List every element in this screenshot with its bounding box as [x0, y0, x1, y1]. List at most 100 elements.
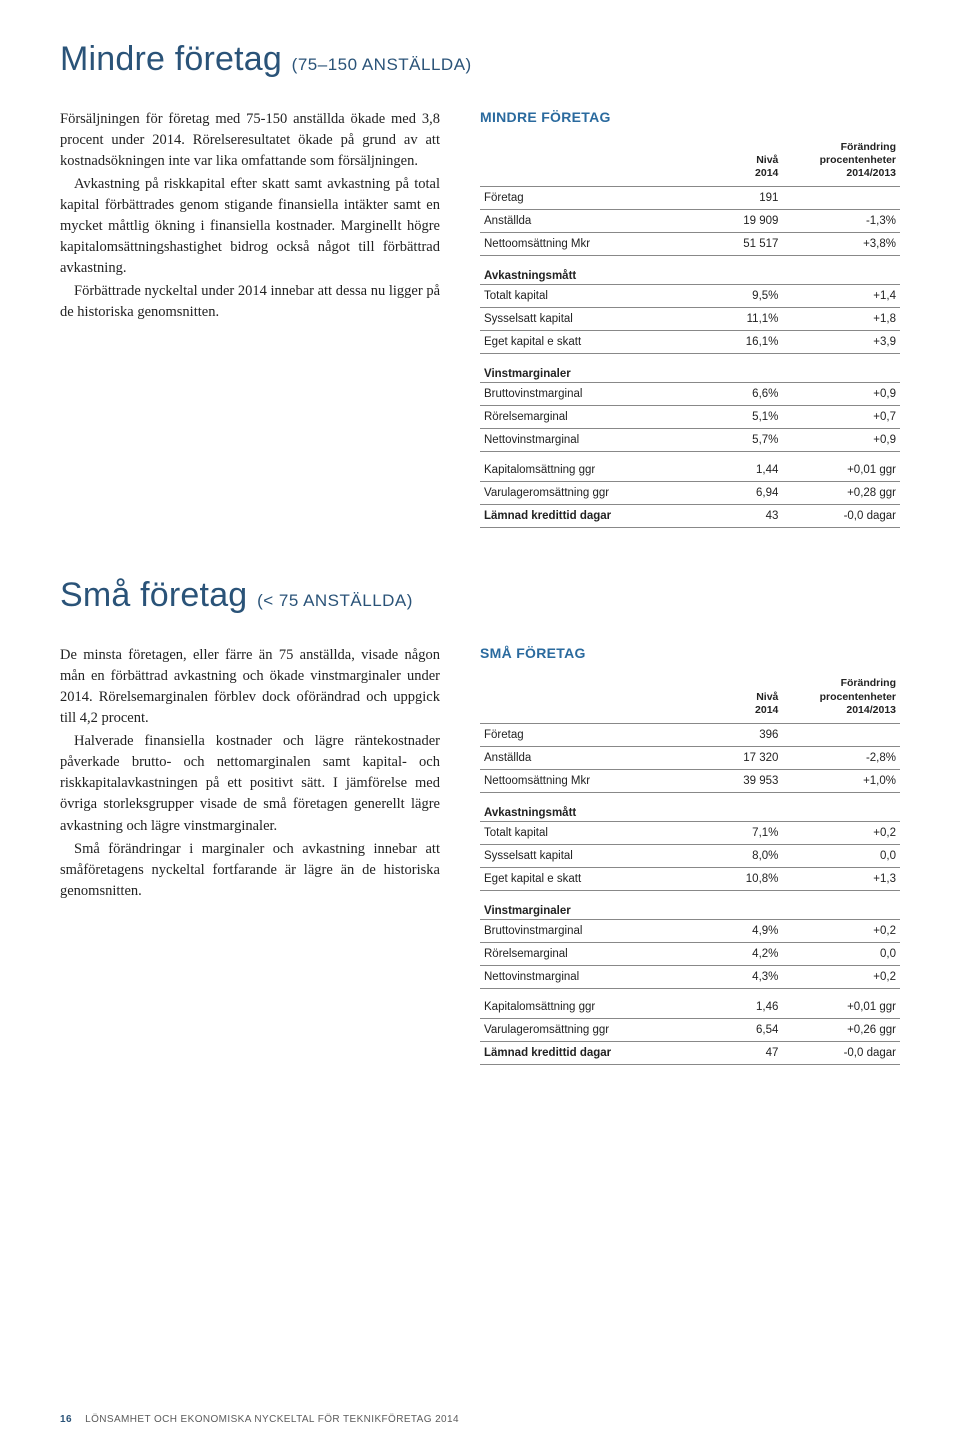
table-row: Eget kapital e skatt10,8%+1,3	[480, 867, 900, 890]
table-cell: +1,0%	[782, 769, 900, 792]
table-cell: +0,2	[782, 919, 900, 942]
table-cell: Rörelsemarginal	[480, 942, 698, 965]
section1-p2: Avkastning på riskkapital efter skatt sa…	[60, 174, 440, 279]
table-cell: Sysselsatt kapital	[480, 308, 698, 331]
section2-table-title: SMÅ FÖRETAG	[480, 645, 900, 661]
table-cell: Bruttovinstmarginal	[480, 383, 698, 406]
table-column-header: Nivå2014	[698, 673, 782, 723]
section1-title-sub: (75–150 ANSTÄLLDA)	[292, 55, 472, 74]
table-cell: +3,9	[782, 331, 900, 354]
table-cell: Varulageromsättning ggr	[480, 1018, 698, 1041]
table-column-header	[480, 137, 698, 187]
table-cell: 396	[698, 723, 782, 746]
table-cell: 4,3%	[698, 965, 782, 988]
table-cell: 43	[698, 505, 782, 528]
table-row: Sysselsatt kapital8,0%0,0	[480, 844, 900, 867]
table-cell: 6,54	[698, 1018, 782, 1041]
table-row: Rörelsemarginal5,1%+0,7	[480, 406, 900, 429]
table-cell: Nettovinstmarginal	[480, 429, 698, 452]
table-row: Kapitalomsättning ggr1,44+0,01 ggr	[480, 452, 900, 482]
table-row: Varulageromsättning ggr6,94+0,28 ggr	[480, 482, 900, 505]
table-cell: 6,6%	[698, 383, 782, 406]
table-cell: -2,8%	[782, 746, 900, 769]
table-cell: +0,01 ggr	[782, 988, 900, 1018]
footer-text: LÖNSAMHET OCH EKONOMISKA NYCKELTAL FÖR T…	[85, 1414, 459, 1425]
table-cell: 19 909	[698, 210, 782, 233]
table-cell: Nettoomsättning Mkr	[480, 769, 698, 792]
table-cell: +0,9	[782, 383, 900, 406]
table-cell: +0,01 ggr	[782, 452, 900, 482]
table-column-header: Förändringprocentenheter2014/2013	[782, 137, 900, 187]
table-cell: 39 953	[698, 769, 782, 792]
table-cell: Företag	[480, 187, 698, 210]
table-cell: 7,1%	[698, 821, 782, 844]
table-category: Avkastningsmått	[480, 792, 900, 821]
table-row: Nettovinstmarginal5,7%+0,9	[480, 429, 900, 452]
table-cell: 17 320	[698, 746, 782, 769]
table-row: Lämnad kredittid dagar47-0,0 dagar	[480, 1041, 900, 1064]
table-cell: 10,8%	[698, 867, 782, 890]
table-row: Bruttovinstmarginal6,6%+0,9	[480, 383, 900, 406]
section2-title-main: Små företag	[60, 576, 257, 614]
table-category: Vinstmarginaler	[480, 354, 900, 383]
table-category: Avkastningsmått	[480, 256, 900, 285]
table-cell: 9,5%	[698, 285, 782, 308]
section2-p3: Små förändringar i marginaler och avkast…	[60, 839, 440, 902]
table-cell: 11,1%	[698, 308, 782, 331]
table-cell: +1,3	[782, 867, 900, 890]
table-cell: Eget kapital e skatt	[480, 331, 698, 354]
page-footer: 16 LÖNSAMHET OCH EKONOMISKA NYCKELTAL FÖ…	[60, 1414, 459, 1425]
table-cell: Kapitalomsättning ggr	[480, 988, 698, 1018]
section1-table: Nivå2014Förändringprocentenheter2014/201…	[480, 137, 900, 528]
table-cell: 4,9%	[698, 919, 782, 942]
table-cell: Lämnad kredittid dagar	[480, 1041, 698, 1064]
table-cell: 5,1%	[698, 406, 782, 429]
table-row: Anställda19 909-1,3%	[480, 210, 900, 233]
section2-title-sub: (< 75 ANSTÄLLDA)	[257, 591, 413, 610]
table-cell: 1,46	[698, 988, 782, 1018]
table-cell: 5,7%	[698, 429, 782, 452]
section1-p3: Förbättrade nyckeltal under 2014 innebar…	[60, 281, 440, 323]
table-cell: Anställda	[480, 746, 698, 769]
table-cell: 4,2%	[698, 942, 782, 965]
table-cell: Kapitalomsättning ggr	[480, 452, 698, 482]
table-cell: 1,44	[698, 452, 782, 482]
table-row: Kapitalomsättning ggr1,46+0,01 ggr	[480, 988, 900, 1018]
table-row: Lämnad kredittid dagar43-0,0 dagar	[480, 505, 900, 528]
table-cell: Totalt kapital	[480, 821, 698, 844]
table-row: Sysselsatt kapital11,1%+1,8	[480, 308, 900, 331]
table-column-header: Förändringprocentenheter2014/2013	[782, 673, 900, 723]
table-column-header	[480, 673, 698, 723]
table-cell	[782, 723, 900, 746]
table-column-header: Nivå2014	[698, 137, 782, 187]
table-cell: Eget kapital e skatt	[480, 867, 698, 890]
table-cell: +0,7	[782, 406, 900, 429]
table-cell: Bruttovinstmarginal	[480, 919, 698, 942]
table-cell: Rörelsemarginal	[480, 406, 698, 429]
table-row: Rörelsemarginal4,2%0,0	[480, 942, 900, 965]
table-cell: +0,2	[782, 965, 900, 988]
table-cell: +0,26 ggr	[782, 1018, 900, 1041]
table-cell: Lämnad kredittid dagar	[480, 505, 698, 528]
table-cell: Varulageromsättning ggr	[480, 482, 698, 505]
table-row: Totalt kapital7,1%+0,2	[480, 821, 900, 844]
table-row: Totalt kapital9,5%+1,4	[480, 285, 900, 308]
table-cell: +0,28 ggr	[782, 482, 900, 505]
table-row: Företag396	[480, 723, 900, 746]
table-cell: 0,0	[782, 942, 900, 965]
section2-body: De minsta företagen, eller färre än 75 a…	[60, 645, 440, 1064]
table-cell: Anställda	[480, 210, 698, 233]
section1-table-title: MINDRE FÖRETAG	[480, 109, 900, 125]
table-cell: 191	[698, 187, 782, 210]
table-cell: 51 517	[698, 233, 782, 256]
table-cell: -1,3%	[782, 210, 900, 233]
table-cell: +1,8	[782, 308, 900, 331]
table-row: Bruttovinstmarginal4,9%+0,2	[480, 919, 900, 942]
table-cell: 47	[698, 1041, 782, 1064]
table-cell: 16,1%	[698, 331, 782, 354]
section2-title: Små företag (< 75 ANSTÄLLDA)	[60, 576, 900, 615]
section1-title: Mindre företag (75–150 ANSTÄLLDA)	[60, 40, 900, 79]
table-cell: +3,8%	[782, 233, 900, 256]
table-cell: -0,0 dagar	[782, 1041, 900, 1064]
page-number: 16	[60, 1414, 72, 1425]
